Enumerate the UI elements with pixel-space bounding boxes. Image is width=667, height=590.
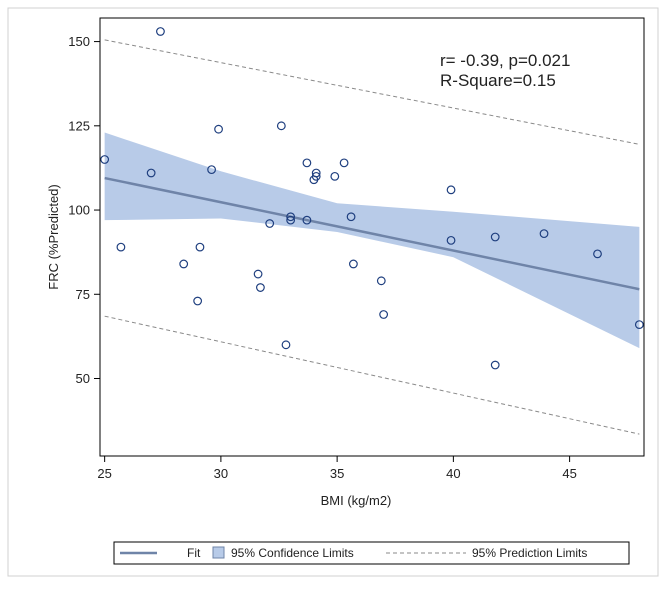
data-point	[311, 171, 321, 181]
data-point	[193, 296, 203, 306]
x-tick-label: 30	[214, 466, 228, 481]
data-point	[100, 155, 110, 164]
data-point	[634, 320, 644, 330]
data-point	[539, 229, 549, 239]
legend-confidence-swatch	[212, 546, 225, 559]
data-points-layer	[100, 27, 644, 370]
data-point	[376, 276, 386, 286]
correlation-annotation: r= -0.39, p=0.021	[440, 51, 570, 70]
x-axis-label: BMI (kg/m2)	[321, 493, 392, 508]
legend-confidence-label: 95% Confidence Limits	[231, 546, 354, 560]
data-point	[207, 165, 216, 175]
y-tick-label: 100	[68, 203, 90, 218]
prediction-limits-layer	[104, 39, 640, 435]
data-point	[339, 158, 349, 168]
data-point	[302, 158, 312, 168]
y-axis-ticks: 50 75 100 125 150	[68, 34, 100, 386]
data-point	[379, 310, 389, 319]
r-square-annotation: R-Square=0.15	[440, 71, 556, 90]
data-point	[253, 269, 263, 279]
fit-line	[104, 176, 640, 291]
prediction-limit-lower	[104, 315, 640, 435]
data-point	[593, 249, 602, 259]
data-point	[281, 340, 291, 350]
y-tick-label: 150	[68, 34, 90, 49]
x-tick-label: 45	[562, 466, 576, 481]
y-tick-label: 125	[68, 118, 90, 133]
fit-line-layer	[104, 176, 640, 291]
confidence-band-layer	[104, 132, 640, 349]
data-point	[179, 259, 189, 269]
legend-prediction-label: 95% Prediction Limits	[472, 546, 587, 560]
data-point	[276, 121, 286, 131]
x-axis-ticks: 25 30 35 40 45	[97, 456, 577, 481]
y-tick-label: 75	[76, 287, 90, 302]
data-point	[256, 283, 265, 292]
data-point	[349, 259, 358, 269]
legend-frame	[113, 541, 630, 565]
data-point	[330, 171, 340, 181]
outer-frame	[7, 7, 659, 577]
y-tick-label: 50	[76, 371, 90, 386]
plot-area-frame	[99, 17, 645, 457]
data-point	[286, 212, 296, 222]
data-point	[490, 232, 500, 242]
data-point	[195, 242, 205, 252]
data-point	[302, 215, 312, 225]
data-point	[346, 212, 356, 222]
data-point	[446, 185, 456, 195]
data-point	[286, 215, 296, 225]
x-tick-label: 40	[446, 466, 460, 481]
data-point	[116, 242, 126, 252]
confidence-band	[104, 132, 640, 349]
data-point	[311, 168, 321, 178]
x-tick-label: 35	[330, 466, 344, 481]
legend-fit-label: Fit	[187, 546, 201, 560]
data-point	[446, 235, 456, 245]
data-point	[146, 168, 156, 178]
data-point	[265, 219, 275, 228]
x-tick-label: 25	[97, 466, 111, 481]
legend: Fit 95% Confidence Limits 95% Prediction…	[113, 541, 630, 565]
y-axis-label: FRC (%Predicted)	[46, 184, 61, 289]
data-point	[156, 27, 165, 36]
data-point	[214, 124, 223, 134]
data-point	[490, 360, 500, 370]
